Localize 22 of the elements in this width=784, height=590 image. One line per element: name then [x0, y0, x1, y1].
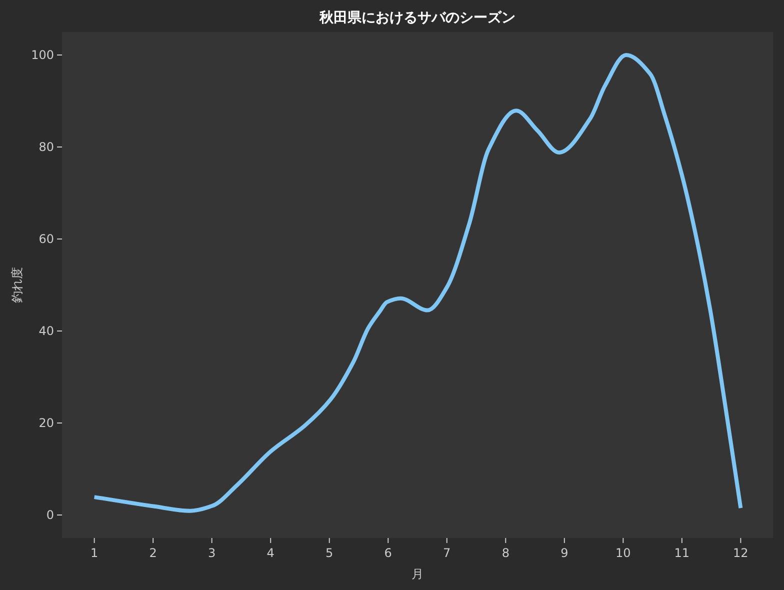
x-tick-label: 3: [208, 546, 216, 560]
y-tick-label: 0: [46, 508, 54, 522]
y-axis-title: 釣れ度: [10, 267, 24, 303]
y-tick-label: 60: [38, 232, 54, 246]
y-tick-label: 20: [38, 416, 54, 430]
x-tick-label: 12: [733, 546, 748, 560]
x-tick-label: 10: [616, 546, 631, 560]
x-tick-label: 1: [90, 546, 98, 560]
x-tick-label: 7: [443, 546, 451, 560]
x-axis-title: 月: [412, 567, 424, 581]
x-tick-label: 9: [560, 546, 568, 560]
y-tick-label: 80: [38, 140, 54, 154]
y-tick-label: 100: [31, 48, 54, 62]
x-tick-label: 8: [502, 546, 510, 560]
x-tick-label: 11: [674, 546, 690, 560]
line-series: [92, 53, 743, 513]
x-tick-label: 5: [326, 546, 334, 560]
x-tick-label: 2: [149, 546, 157, 560]
chart-title: 秋田県におけるサバのシーズン: [318, 10, 516, 26]
y-tick-label: 40: [38, 324, 54, 338]
x-tick-label: 6: [384, 546, 392, 560]
x-tick-label: 4: [266, 546, 274, 560]
